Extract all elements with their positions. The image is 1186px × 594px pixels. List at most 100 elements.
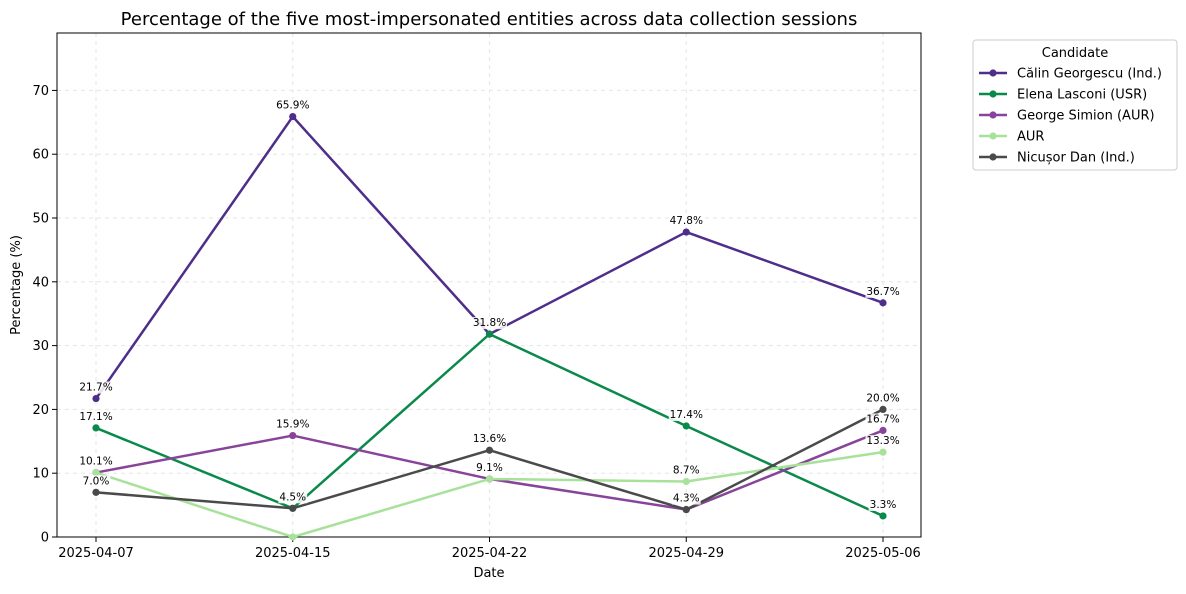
data-label: 15.9% [276, 419, 309, 431]
data-point [682, 505, 690, 514]
data-point [485, 330, 494, 338]
series [92, 112, 887, 541]
data-label-bg [475, 461, 504, 474]
data-label: 7.0% [83, 475, 110, 487]
legend-item: AUR [979, 130, 1044, 145]
data-label: 4.5% [279, 491, 306, 503]
data-label-bg [668, 215, 704, 228]
data-point [879, 512, 887, 520]
y-tick-label: 50 [32, 212, 49, 227]
legend-item: George Simion (AUR) [979, 109, 1155, 124]
data-label-bg [275, 418, 311, 431]
data-label-bg [865, 285, 901, 298]
data-label: 8.7% [673, 464, 700, 476]
data-label: 10.1% [79, 456, 112, 468]
data-label: 31.8% [473, 317, 506, 329]
series-4 [92, 405, 887, 514]
legend-swatch-marker [989, 90, 997, 98]
y-tick-label: 0 [41, 531, 49, 546]
x-tick-label: 2025-04-22 [452, 546, 528, 561]
data-point [92, 424, 100, 432]
y-tick-label: 60 [32, 148, 49, 163]
data-point [289, 112, 297, 121]
x-tick-label: 2025-04-15 [255, 546, 331, 561]
data-label: 4.3% [673, 493, 700, 505]
legend-item: Elena Lasconi (USR) [979, 88, 1147, 103]
data-point [682, 477, 690, 486]
data-point [879, 426, 887, 435]
x-axis: 2025-04-07 2025-04-15 2025-04-22 2025-04-29… [58, 537, 921, 561]
data-point [879, 299, 887, 307]
legend-label: Călin Georgescu (Ind.) [1017, 67, 1162, 82]
legend-item: Călin Georgescu (Ind.) [979, 67, 1162, 82]
data-point [92, 468, 100, 477]
data-label: 3.3% [870, 499, 897, 511]
legend-title: Candidate [1042, 46, 1108, 61]
data-label-bg [275, 99, 311, 112]
y-tick-label: 40 [32, 275, 49, 290]
data-label-bg [671, 464, 701, 477]
legend-label: Nicușor Dan (Ind.) [1017, 151, 1135, 166]
data-label: 13.3% [866, 435, 899, 447]
x-tick-label: 2025-05-06 [845, 546, 921, 561]
y-axis-label: Percentage (%) [9, 235, 24, 335]
data-point [92, 488, 100, 496]
data-label: 36.7% [866, 286, 899, 298]
data-label-bg [865, 392, 901, 405]
y-tick-label: 70 [32, 84, 49, 99]
legend-items: Călin Georgescu (Ind.) Elena Lasconi (USR… [979, 67, 1162, 166]
legend-label: AUR [1017, 130, 1044, 145]
legend-frame [972, 39, 1178, 171]
data-point [289, 504, 297, 512]
data-label-bg [78, 410, 114, 423]
data-label-bg [78, 381, 114, 394]
data-label: 20.0% [866, 392, 899, 404]
data-label-bg [278, 491, 308, 504]
data-label-bg [78, 455, 114, 468]
legend-label: George Simion (AUR) [1017, 109, 1155, 124]
data-label: 17.1% [79, 411, 112, 423]
data-point [289, 533, 297, 541]
data-label: 17.4% [670, 409, 703, 421]
series-3 [92, 448, 887, 541]
legend-swatch-marker [989, 69, 997, 77]
data-label-bg [668, 408, 704, 421]
data-point [682, 422, 690, 430]
data-point [879, 405, 887, 414]
data-label: 21.7% [79, 382, 112, 394]
data-label-bg [472, 317, 507, 330]
data-point [289, 431, 297, 440]
legend-swatch-marker [989, 153, 997, 161]
y-tick-label: 20 [32, 403, 49, 418]
data-labels: 21.7% 65.9% 31.8% 47.8% 36.7% 17.1% 4.5% 17.4% 3… [78, 99, 901, 511]
data-label: 9.1% [476, 462, 503, 474]
legend-label: Elena Lasconi (USR) [1017, 88, 1147, 103]
legend-swatch-marker [989, 111, 997, 119]
y-tick-label: 10 [32, 467, 49, 482]
x-tick-label: 2025-04-07 [58, 546, 134, 561]
x-tick-label: 2025-04-29 [648, 546, 724, 561]
data-label: 47.8% [670, 215, 703, 227]
legend-item: Nicușor Dan (Ind.) [979, 151, 1135, 166]
x-axis-label: Date [473, 566, 504, 581]
data-label-bg [865, 435, 901, 448]
y-axis: 0 10 20 30 40 50 60 70 [32, 84, 57, 546]
legend: Candidate Călin Georgescu (Ind.) Elena La… [972, 39, 1178, 171]
data-point [485, 475, 494, 483]
data-label-bg [472, 433, 507, 446]
data-label-bg [81, 475, 111, 488]
data-label: 13.6% [473, 433, 506, 445]
data-point [485, 446, 494, 454]
data-label: 16.7% [866, 413, 899, 425]
data-label: 65.9% [276, 100, 309, 112]
data-point [682, 228, 690, 236]
legend-swatch-marker [989, 132, 997, 140]
y-tick-label: 30 [32, 339, 49, 354]
chart-title: Percentage of the five most-impersonated… [121, 9, 858, 30]
data-label-bg [865, 413, 901, 426]
data-point [879, 448, 887, 456]
data-point [92, 394, 100, 403]
data-label-bg [671, 492, 701, 505]
